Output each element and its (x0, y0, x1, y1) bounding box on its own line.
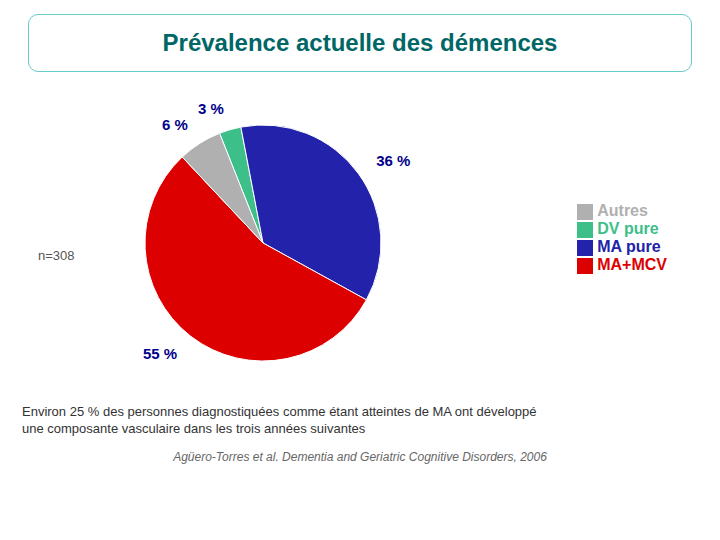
html-text:Prévalence actuelle des démenc: Prévalence actuelle des démences (162, 29, 558, 56)
svg-text:3 %: 3 % (198, 100, 224, 117)
html-text:Environ 25 % des personnes dia: Environ 25 % des personnes diagnostiquée… (22, 404, 537, 419)
html-text:MA pure: MA pure (597, 238, 661, 255)
html-text:MA+MCV: MA+MCV (597, 256, 667, 273)
html-text:n=308: n=308 (38, 248, 75, 263)
svg-text:55 %: 55 % (143, 345, 177, 362)
svg-text:6 %: 6 % (162, 116, 188, 133)
html-text:une composante vasculaire dans: une composante vasculaire dans les trois… (22, 421, 366, 436)
html-text:DV pure: DV pure (597, 220, 659, 237)
html-text:Agüero-Torres et al. Dementia: Agüero-Torres et al. Dementia and Geriat… (173, 450, 547, 464)
html-text:Autres: Autres (597, 202, 648, 219)
svg-text:36 %: 36 % (376, 152, 410, 169)
